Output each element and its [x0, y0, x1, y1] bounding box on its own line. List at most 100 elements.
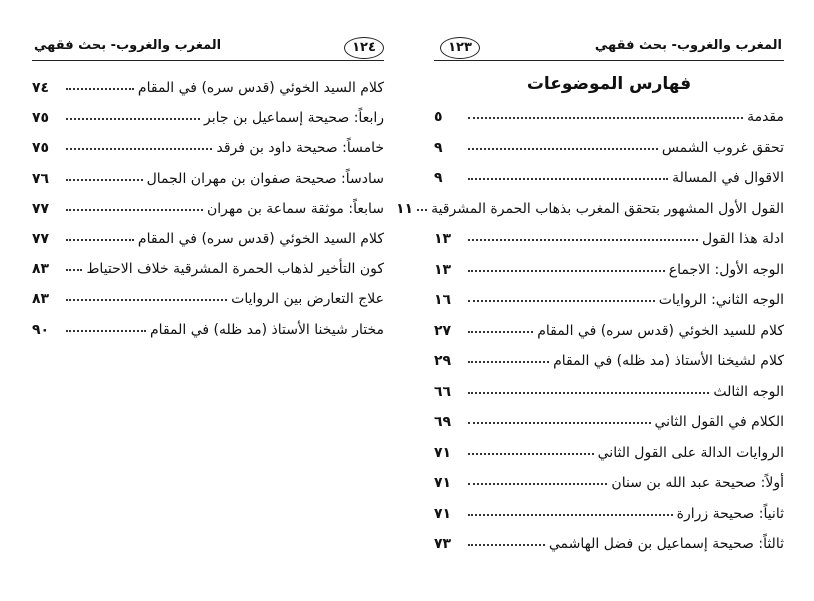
toc-entry: الروايات الدالة على القول الثاني ٧١ — [434, 437, 784, 461]
entry-page: ٢٩ — [434, 353, 452, 369]
entry-title: الاقوال في المسالة — [672, 170, 784, 186]
entry-page: ١٣ — [434, 261, 452, 278]
entry-page: ٩٠ — [32, 321, 50, 338]
entry-page: ٥ — [434, 109, 443, 125]
entry-page: ١٦ — [434, 292, 452, 308]
entry-page: ٧٥ — [32, 140, 50, 157]
dot-leader — [468, 513, 673, 516]
toc-entry: سابعاً: موثقة سماعة بن مهران ٧٧ — [32, 193, 384, 217]
toc-entry: أولاً: صحيحة عبد الله بن سنان ٧١ — [434, 467, 784, 491]
toc-entry: كون التأخير لذهاب الحمرة المشرقية خلاف ا… — [32, 253, 384, 277]
dot-leader — [468, 422, 651, 424]
entry-page: ٧١ — [434, 505, 452, 522]
toc-entry: الوجه الأول: الاجماع ١٣ — [434, 254, 784, 278]
entry-title: كلام للسيد الخوئي (قدس سره) في المقام — [537, 322, 784, 339]
entry-title: الوجه الثاني: الروايات — [658, 292, 784, 308]
toc-entry: الوجه الثاني: الروايات ١٦ — [434, 284, 784, 308]
toc-entry: ثالثاً: صحيحة إسماعيل بن فضل الهاشمي ٧٣ — [434, 528, 784, 552]
entry-page: ٧٧ — [32, 200, 50, 217]
dot-leader — [66, 208, 203, 211]
toc-entry: تحقق غروب الشمس ٩ — [434, 132, 784, 156]
dot-leader — [468, 178, 669, 180]
entry-title: كلام السيد الخوئي (قدس سره) في المقام — [137, 80, 384, 96]
toc-entry: كلام السيد الخوئي (قدس سره) في المقام ٧٧ — [32, 223, 384, 247]
running-title: المغرب والغروب- بحث فقهي — [594, 38, 782, 53]
dot-leader — [468, 269, 665, 272]
dot-leader — [468, 391, 710, 394]
entry-title: سادساً: صحيحة صفوان بن مهران الجمال — [146, 170, 384, 187]
entry-page: ٦٦ — [434, 383, 452, 400]
dot-leader — [468, 544, 545, 546]
entry-page: ٧١ — [434, 444, 452, 461]
entry-title: الوجه الثالث — [713, 383, 784, 400]
toc-entry: مقدمة ٥ — [434, 101, 784, 125]
dot-leader — [468, 300, 655, 302]
entry-title: رابعاً: صحيحة إسماعيل بن جابر — [203, 110, 384, 127]
toc-entry: كلام للسيد الخوئي (قدس سره) في المقام ٢٧ — [434, 315, 784, 339]
dot-leader — [417, 208, 428, 211]
entry-page: ٧٦ — [32, 170, 50, 187]
entry-title: أولاً: صحيحة عبد الله بن سنان — [611, 475, 784, 491]
entry-page: ٩ — [434, 139, 443, 156]
page-header: ١٢٤ المغرب والغروب- بحث فقهي — [32, 36, 384, 61]
entry-page: ٧٣ — [434, 536, 452, 552]
entry-page: ٧٤ — [32, 80, 50, 96]
entry-page: ١١ — [395, 200, 414, 217]
entry-title: ثالثاً: صحيحة إسماعيل بن فضل الهاشمي — [548, 536, 784, 552]
toc-entry: سادساً: صحيحة صفوان بن مهران الجمال ٧٦ — [32, 163, 384, 187]
entry-title: الروايات الدالة على القول الثاني — [597, 444, 784, 461]
entry-title: علاج التعارض بين الروايات — [231, 291, 384, 308]
dot-leader — [66, 118, 200, 121]
toc-entry: الاقوال في المسالة ٩ — [434, 162, 784, 186]
entry-title: القول الأول المشهور بتحقق المغرب بذهاب ا… — [431, 200, 784, 217]
toc-entry: الكلام في القول الثاني ٦٩ — [434, 406, 784, 430]
entry-page: ٧٥ — [32, 110, 50, 127]
toc-entry: كلام السيد الخوئي (قدس سره) في المقام ٧٤ — [32, 72, 384, 96]
entry-page: ٦٩ — [434, 414, 452, 430]
page-number: ١٢٤ — [344, 37, 384, 59]
entry-title: الوجه الأول: الاجماع — [668, 261, 784, 278]
dot-leader — [468, 330, 534, 333]
entry-title: الكلام في القول الثاني — [654, 414, 784, 430]
entry-page: ٧٧ — [32, 231, 50, 247]
dot-leader — [468, 361, 550, 363]
entry-page: ١٣ — [434, 231, 452, 247]
entry-page: ٨٣ — [32, 261, 50, 278]
entry-page: ٩ — [434, 170, 443, 186]
entry-page: ٢٧ — [434, 322, 452, 339]
dot-leader — [66, 299, 228, 302]
dot-leader — [66, 239, 134, 241]
entry-title: خامساً: صحيحة داود بن فرقد — [216, 140, 384, 157]
entry-page: ٨٣ — [32, 291, 50, 308]
left-page: ١٢٤ المغرب والغروب- بحث فقهي كلام السيد … — [32, 0, 384, 601]
dot-leader — [468, 147, 658, 150]
entry-title: كلام السيد الخوئي (قدس سره) في المقام — [137, 231, 384, 247]
toc-entry: القول الأول المشهور بتحقق المغرب بذهاب ا… — [396, 193, 784, 217]
dot-leader — [66, 148, 213, 151]
page-number: ١٢٣ — [440, 37, 480, 59]
dot-leader — [468, 483, 608, 485]
toc-entry: كلام لشيخنا الأستاذ (مد ظله) في المقام ٢٩ — [434, 345, 784, 369]
section-title: فهارس الموضوعات — [526, 74, 692, 94]
toc-entry: ادلة هذا القول ١٣ — [434, 223, 784, 247]
toc-entry: علاج التعارض بين الروايات ٨٣ — [32, 283, 384, 307]
dot-leader — [66, 329, 147, 332]
entry-title: ثانياً: صحيحة زرارة — [676, 505, 784, 522]
running-title: المغرب والغروب- بحث فقهي — [34, 38, 222, 53]
dot-leader — [66, 88, 134, 90]
toc-entry: ثانياً: صحيحة زرارة ٧١ — [434, 498, 784, 522]
entry-title: مختار شيخنا الأستاذ (مد ظله) في المقام — [150, 321, 384, 338]
entry-title: ادلة هذا القول — [701, 231, 784, 247]
toc-entry: الوجه الثالث ٦٦ — [434, 376, 784, 400]
dot-leader — [66, 178, 143, 181]
toc-entry: مختار شيخنا الأستاذ (مد ظله) في المقام ٩٠ — [32, 314, 384, 338]
dot-leader — [66, 269, 83, 272]
page-header: المغرب والغروب- بحث فقهي ١٢٣ — [434, 36, 784, 61]
entry-title: مقدمة — [747, 109, 784, 125]
entry-title: كون التأخير لذهاب الحمرة المشرقية خلاف ا… — [86, 261, 384, 278]
toc-entry: رابعاً: صحيحة إسماعيل بن جابر ٧٥ — [32, 102, 384, 126]
entry-title: كلام لشيخنا الأستاذ (مد ظله) في المقام — [553, 353, 784, 369]
toc-entry: خامساً: صحيحة داود بن فرقد ٧٥ — [32, 132, 384, 156]
entry-title: سابعاً: موثقة سماعة بن مهران — [207, 200, 384, 217]
